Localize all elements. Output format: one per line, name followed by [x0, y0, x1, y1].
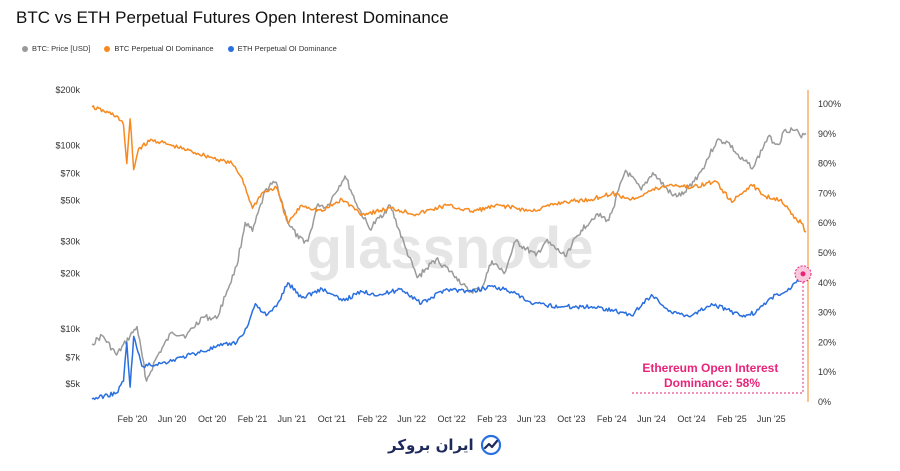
x-tick-label: Feb '20	[117, 414, 147, 424]
series-line-1	[91, 105, 807, 233]
series-layer	[91, 105, 807, 401]
watermark: glassnode	[307, 216, 594, 281]
x-axis: Feb '20 Jun '20 Oct '20 Feb '21 Jun '21 Oct '…	[117, 414, 785, 424]
right-tick-label: 80%	[818, 159, 836, 169]
legend-item-btc-price[interactable]: BTC: Price [USD]	[22, 44, 90, 53]
legend-swatch-btc-oi	[104, 45, 111, 52]
left-tick-label: $20k	[60, 269, 80, 279]
x-tick-label: Feb '21	[238, 414, 268, 424]
chart-title: BTC vs ETH Perpetual Futures Open Intere…	[16, 8, 449, 27]
x-tick-label: Oct '23	[557, 414, 585, 424]
left-axis: $200k $100k $70k $50k $30k $20k $10k $7k $5k	[55, 85, 80, 389]
x-tick-label: Oct '21	[318, 414, 346, 424]
x-tick-label: Jun '24	[637, 414, 666, 424]
legend-label-btc-price: BTC: Price [USD]	[32, 44, 91, 53]
annotation-marker-dot	[800, 271, 806, 277]
left-tick-label: $100k	[55, 140, 80, 150]
annotation-line-2: Dominance: 58%	[664, 376, 760, 390]
x-tick-label: Oct '24	[677, 414, 705, 424]
annotation-layer: Ethereum Open Interest Dominance: 58%	[632, 265, 812, 394]
legend-swatch-eth-oi	[227, 45, 234, 52]
x-tick-label: Oct '20	[198, 414, 226, 424]
annotation-line-1: Ethereum Open Interest	[642, 361, 778, 375]
x-tick-label: Oct '22	[438, 414, 466, 424]
legend-item-btc-oi[interactable]: BTC Perpetual OI Dominance	[104, 44, 214, 53]
left-tick-label: $200k	[55, 85, 80, 95]
right-tick-label: 90%	[818, 129, 836, 139]
legend-label-btc-oi: BTC Perpetual OI Dominance	[114, 44, 214, 53]
x-tick-label: Jun '23	[517, 414, 546, 424]
legend-label-eth-oi: ETH Perpetual OI Dominance	[237, 44, 337, 53]
left-tick-label: $50k	[60, 196, 80, 206]
right-tick-label: 10%	[818, 367, 836, 377]
right-axis: 100% 90% 80% 70% 60% 50% 40% 30% 20% 10% 0%	[807, 90, 841, 407]
x-tick-label: Jun '20	[158, 414, 187, 424]
x-tick-label: Feb '23	[477, 414, 507, 424]
x-tick-label: Feb '24	[597, 414, 627, 424]
right-tick-label: 30%	[818, 308, 836, 318]
series-line-0	[91, 127, 807, 382]
legend-swatch-btc-price	[22, 45, 28, 52]
right-tick-label: 50%	[818, 248, 836, 258]
annotation-text: Ethereum Open Interest Dominance: 58%	[642, 361, 781, 390]
footer-brand: ایران بروکر	[388, 434, 502, 456]
series-line-2	[91, 270, 807, 401]
x-tick-label: Jun '22	[397, 414, 426, 424]
legend-item-eth-oi[interactable]: ETH Perpetual OI Dominance	[227, 44, 337, 53]
right-tick-label: 100%	[818, 99, 841, 109]
left-tick-label: $5k	[65, 379, 80, 389]
left-tick-label: $30k	[60, 236, 80, 246]
right-tick-label: 40%	[818, 278, 836, 288]
left-tick-label: $70k	[60, 169, 80, 179]
right-tick-label: 60%	[818, 218, 836, 228]
brand-logo-icon	[480, 434, 501, 456]
right-tick-label: 20%	[818, 337, 836, 347]
chart-legend: BTC: Price [USD] BTC Perpetual OI Domina…	[22, 44, 337, 53]
x-tick-label: Feb '22	[357, 414, 387, 424]
right-tick-label: 0%	[818, 397, 831, 407]
x-tick-label: Feb '25	[717, 414, 747, 424]
left-tick-label: $10k	[60, 324, 80, 334]
x-tick-label: Jun '25	[757, 414, 786, 424]
left-tick-label: $7k	[65, 352, 80, 362]
x-tick-label: Jun '21	[277, 414, 306, 424]
right-tick-label: 70%	[818, 188, 836, 198]
brand-name: ایران بروکر	[388, 436, 474, 454]
